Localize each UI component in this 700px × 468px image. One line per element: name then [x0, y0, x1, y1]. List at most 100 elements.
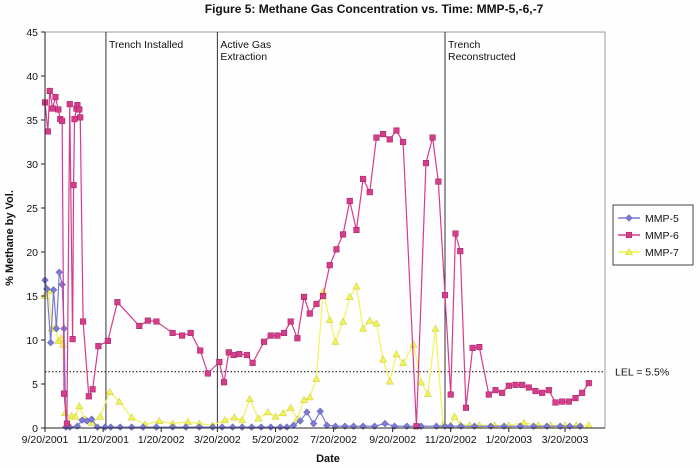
x-tick-label: 3/20/2002	[194, 434, 241, 446]
data-point-mmp-6	[457, 248, 464, 255]
data-point-mmp-6	[499, 389, 506, 396]
data-point-mmp-5	[55, 268, 64, 276]
data-point-mmp-6	[197, 347, 204, 354]
data-point-mmp-6	[153, 318, 160, 325]
data-point-mmp-6	[393, 127, 400, 134]
lel-label: LEL = 5.5%	[615, 367, 669, 379]
x-axis-title: Date	[316, 453, 340, 465]
data-point-mmp-6	[340, 231, 347, 238]
annotation-label: Reconstructed	[448, 51, 516, 63]
legend-marker-mmp-6	[625, 231, 633, 239]
data-point-mmp-7	[263, 408, 272, 416]
data-point-mmp-6	[63, 420, 70, 427]
legend-label-mmp-6: MMP-6	[645, 230, 679, 242]
data-point-mmp-6	[552, 399, 559, 406]
y-tick-label: 0	[32, 423, 38, 435]
data-point-mmp-5	[218, 423, 226, 431]
data-point-mmp-6	[400, 138, 407, 146]
data-point-mmp-5	[228, 423, 237, 431]
y-tick-label: 10	[26, 335, 38, 347]
data-point-mmp-7	[230, 413, 239, 421]
data-point-mmp-6	[380, 131, 387, 138]
data-point-mmp-5	[247, 423, 256, 431]
data-point-mmp-6	[267, 332, 274, 339]
data-point-mmp-6	[243, 351, 250, 359]
data-point-mmp-5	[78, 416, 86, 424]
data-point-mmp-5	[266, 423, 275, 431]
x-tick-label: 11/20/2002	[425, 434, 477, 446]
data-point-mmp-7	[352, 282, 361, 290]
y-tick-label: 30	[26, 159, 38, 171]
data-point-mmp-7	[115, 397, 124, 405]
data-point-mmp-7	[423, 389, 432, 397]
data-point-mmp-6	[274, 332, 281, 339]
data-point-mmp-6	[452, 230, 459, 237]
data-point-mmp-5	[238, 423, 246, 431]
data-point-mmp-6	[469, 344, 476, 351]
data-point-mmp-7	[450, 412, 459, 420]
data-point-mmp-6	[249, 359, 256, 366]
data-point-mmp-5	[309, 419, 318, 428]
x-tick-label: 7/20/2002	[310, 434, 357, 446]
data-point-mmp-6	[294, 335, 301, 342]
data-point-mmp-7	[399, 358, 408, 366]
chart-title: Figure 5: Methane Gas Concentration vs. …	[205, 2, 544, 16]
data-point-mmp-7	[57, 334, 66, 342]
data-point-mmp-5	[58, 280, 66, 289]
axes: 0 5 10 15 20 25 30 35 40 45 9/20/2001 11/20/2001 1/2…	[22, 27, 605, 446]
data-point-mmp-5	[323, 421, 331, 430]
data-point-mmp-6	[80, 318, 87, 325]
data-point-mmp-5	[46, 338, 55, 347]
data-point-mmp-5	[93, 423, 102, 431]
x-tick-label: 1/20/2002	[138, 434, 185, 446]
data-point-mmp-6	[366, 189, 373, 196]
data-point-mmp-6	[260, 338, 268, 345]
data-point-mmp-6	[55, 106, 62, 113]
data-point-mmp-5	[106, 423, 115, 431]
x-tick-label: 3/20/2003	[542, 434, 589, 446]
data-point-mmp-5	[87, 415, 96, 423]
data-point-mmp-6	[144, 317, 151, 324]
data-point-mmp-7	[520, 418, 529, 426]
data-point-mmp-6	[429, 134, 436, 141]
data-point-mmp-6	[136, 322, 143, 329]
data-point-mmp-6	[532, 387, 539, 395]
y-axis-title: % Methane by Vol.	[4, 190, 16, 286]
data-point-mmp-7	[254, 414, 263, 422]
data-point-mmp-7	[331, 337, 340, 345]
data-point-mmp-5	[289, 421, 298, 430]
data-point-mmp-5	[195, 423, 204, 431]
data-point-mmp-7	[300, 395, 309, 403]
data-point-mmp-6	[60, 390, 68, 397]
data-point-mmp-6	[545, 387, 552, 394]
data-point-mmp-6	[565, 398, 572, 405]
data-point-mmp-5	[276, 423, 284, 431]
data-point-mmp-7	[96, 412, 105, 420]
data-point-mmp-6	[85, 393, 92, 400]
data-point-mmp-6	[69, 336, 76, 343]
x-tick-label: 9/20/2002	[369, 434, 416, 446]
data-point-mmp-6	[346, 197, 353, 205]
annotation-label: Trench	[448, 39, 480, 51]
data-point-mmp-7	[379, 355, 388, 363]
data-point-mmp-6	[300, 293, 308, 300]
data-point-mmp-6	[413, 423, 420, 430]
data-point-mmp-5	[381, 419, 389, 428]
data-point-mmp-6	[485, 391, 492, 398]
legend-marker-mmp-7	[624, 247, 634, 256]
data-point-mmp-6	[70, 182, 77, 189]
data-point-mmp-7	[305, 393, 314, 401]
data-point-mmp-6	[49, 105, 56, 112]
data-point-mmp-5	[116, 423, 124, 431]
data-point-mmp-7	[365, 316, 374, 324]
data-point-mmp-5	[296, 417, 304, 425]
data-point-mmp-5	[441, 422, 449, 430]
data-point-mmp-6	[333, 246, 340, 253]
data-point-mmp-5	[52, 324, 61, 333]
data-point-mmp-6	[280, 329, 288, 337]
data-point-mmp-6	[306, 310, 313, 317]
data-point-mmp-6	[447, 391, 454, 398]
data-point-mmp-5	[182, 423, 190, 431]
data-point-mmp-7	[359, 324, 368, 332]
